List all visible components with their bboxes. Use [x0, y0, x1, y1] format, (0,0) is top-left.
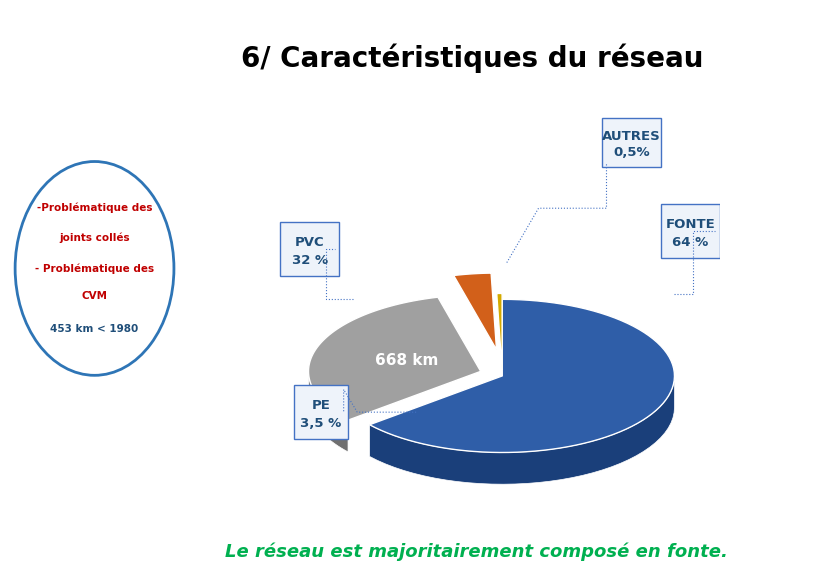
- Text: 6/ Caractéristiques du réseau: 6/ Caractéristiques du réseau: [242, 44, 704, 73]
- Text: PE: PE: [312, 399, 330, 412]
- Circle shape: [15, 162, 174, 375]
- FancyBboxPatch shape: [602, 117, 661, 167]
- Text: 32 %: 32 %: [292, 254, 328, 267]
- FancyBboxPatch shape: [661, 204, 720, 258]
- Text: AUTRES: AUTRES: [602, 130, 661, 143]
- Text: 0,5%: 0,5%: [613, 146, 649, 159]
- Text: CVM: CVM: [81, 291, 108, 302]
- Text: joints collés: joints collés: [59, 233, 130, 243]
- Polygon shape: [308, 297, 481, 420]
- Text: 453 km < 1980: 453 km < 1980: [50, 324, 139, 334]
- Polygon shape: [370, 376, 675, 484]
- Polygon shape: [496, 293, 502, 370]
- Text: Le réseau est majoritairement composé en fonte.: Le réseau est majoritairement composé en…: [225, 543, 728, 561]
- Text: 3,5 %: 3,5 %: [300, 417, 342, 430]
- Polygon shape: [308, 367, 348, 452]
- FancyBboxPatch shape: [293, 385, 349, 439]
- Text: 64 %: 64 %: [672, 236, 709, 249]
- Text: 668 km: 668 km: [376, 353, 439, 368]
- Text: PVC: PVC: [295, 236, 325, 249]
- Polygon shape: [454, 273, 496, 350]
- Text: FONTE: FONTE: [666, 218, 715, 231]
- Text: -Problématique des: -Problématique des: [37, 203, 152, 213]
- FancyBboxPatch shape: [280, 222, 339, 276]
- Text: - Problématique des: - Problématique des: [35, 263, 154, 274]
- Polygon shape: [370, 299, 675, 453]
